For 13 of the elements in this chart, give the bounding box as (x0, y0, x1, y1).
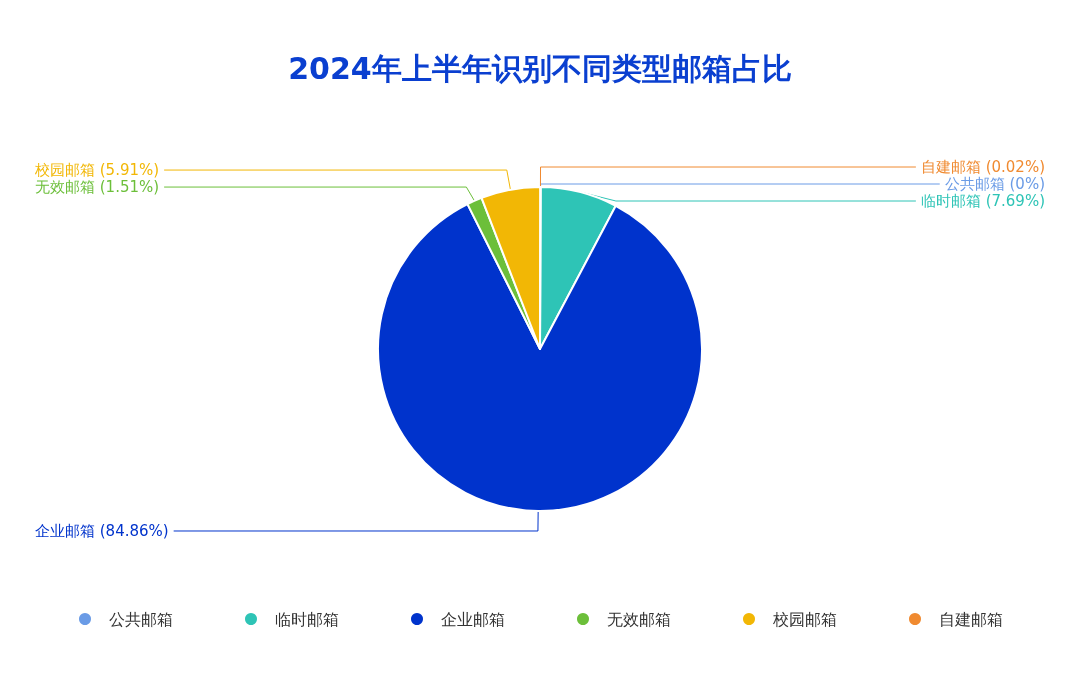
legend-label: 企业邮箱 (441, 609, 505, 629)
category-label: 临时邮箱 (7.69%) (920, 192, 1045, 210)
legend-label: 无效邮箱 (607, 609, 671, 629)
legend-label: 临时邮箱 (275, 609, 339, 629)
category-label: 自建邮箱 (0.02%) (920, 158, 1045, 176)
category-label: 校园邮箱 (5.91%) (35, 161, 160, 180)
category-label: 公共邮箱 (0%) (944, 175, 1045, 193)
chart-title: 2024年上半年识别不同类型邮箱占比 (288, 50, 792, 86)
category-label: 无效邮箱 (1.51%) (35, 178, 160, 197)
category-label: 企业邮箱 (84.86%) (35, 521, 169, 540)
legend-label: 公共邮箱 (109, 609, 173, 629)
legend-label: 自建邮箱 (939, 609, 1003, 629)
legend-label: 校园邮箱 (772, 609, 837, 629)
